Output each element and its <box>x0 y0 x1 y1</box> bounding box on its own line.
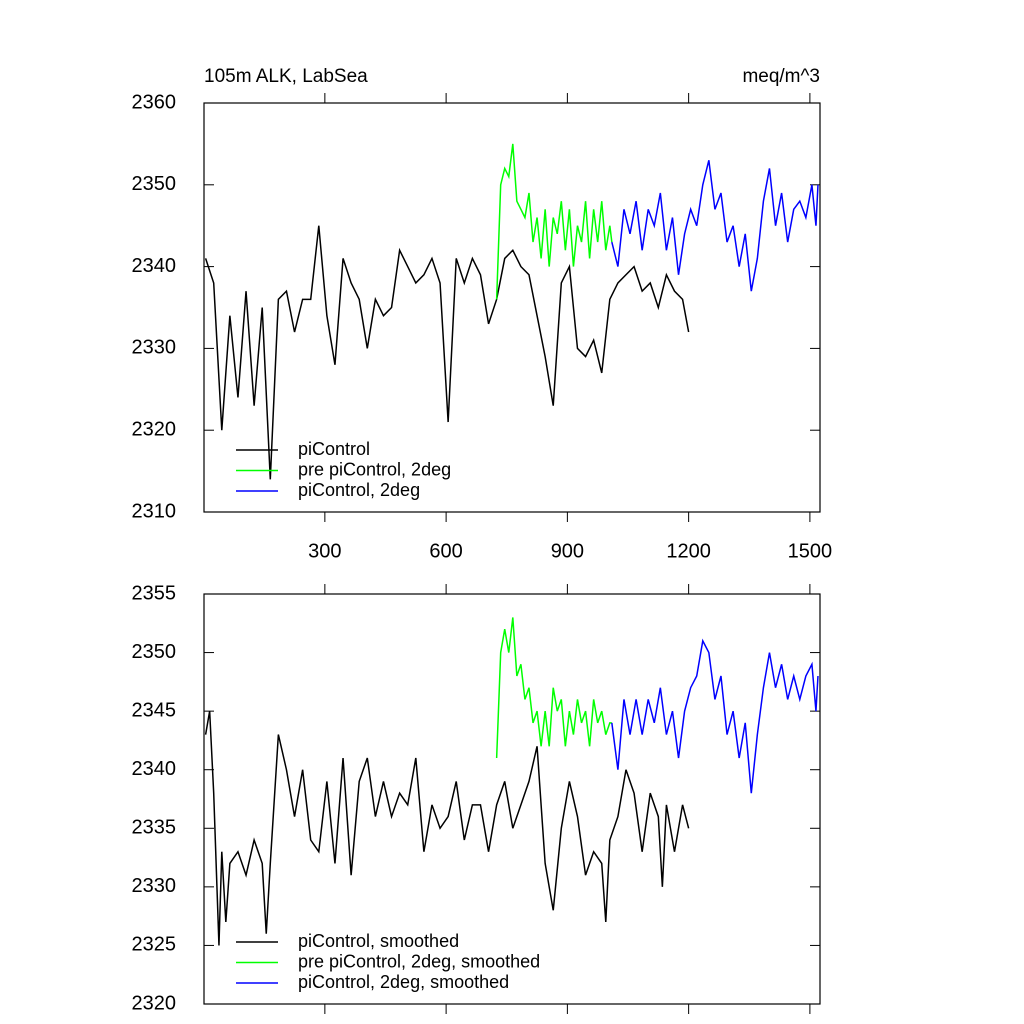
x-tick-label: 1200 <box>666 540 711 562</box>
data-line <box>204 711 690 946</box>
y-tick-label: 2340 <box>132 255 177 277</box>
y-tick-label: 2355 <box>132 582 177 604</box>
data-line <box>204 225 690 480</box>
y-tick-label: 2310 <box>132 500 177 522</box>
chart-title: 105m ALK, LabSea <box>204 66 368 87</box>
data-line <box>495 617 612 759</box>
legend-label: piControl, 2deg, smoothed <box>298 972 509 992</box>
y-tick-label: 2320 <box>132 418 177 440</box>
y-tick-label: 2345 <box>132 699 177 721</box>
y-tick-label: 2350 <box>132 173 177 195</box>
legend-label: piControl, 2deg <box>298 480 420 500</box>
y-tick-label: 2330 <box>132 875 177 897</box>
y-tick-label: 2335 <box>132 817 177 839</box>
y-tick-label: 2325 <box>132 934 177 956</box>
data-line <box>495 143 613 300</box>
x-tick-label: 600 <box>429 540 462 562</box>
x-tick-label: 300 <box>308 540 341 562</box>
y-tick-label: 2320 <box>132 992 177 1014</box>
legend-label: piControl <box>298 439 370 459</box>
data-line <box>611 160 819 292</box>
plot-frame <box>203 102 821 513</box>
legend-label: pre piControl, 2deg <box>298 459 451 479</box>
units-label: meq/m^3 <box>742 66 820 87</box>
x-tick-label: 1500 <box>788 540 833 562</box>
legend-label: piControl, smoothed <box>298 931 459 951</box>
data-line <box>611 638 819 794</box>
y-tick-label: 2340 <box>132 758 177 780</box>
y-tick-label: 2360 <box>132 91 177 113</box>
x-tick-label: 900 <box>551 540 584 562</box>
legend-label: pre piControl, 2deg, smoothed <box>298 951 540 971</box>
plot-frame <box>203 593 821 1005</box>
y-tick-label: 2350 <box>132 641 177 663</box>
y-tick-label: 2330 <box>132 337 177 359</box>
